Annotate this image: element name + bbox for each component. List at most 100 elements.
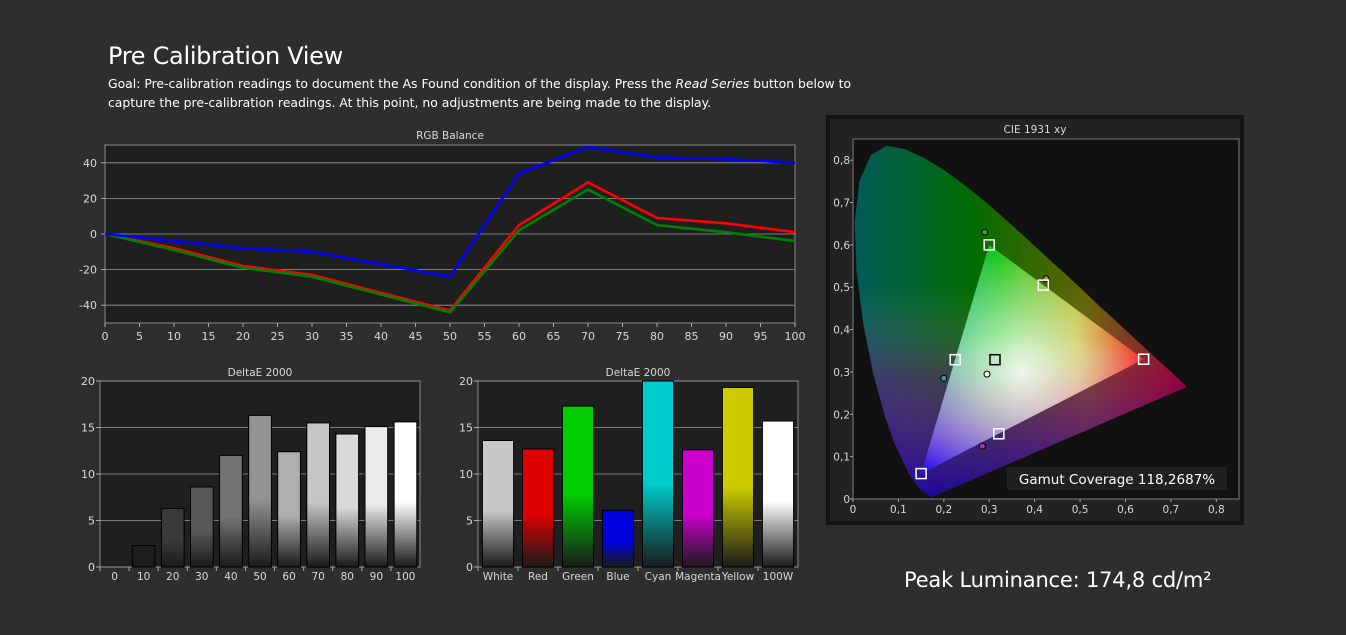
bar-50 <box>248 414 272 568</box>
target-point-red <box>1137 353 1150 365</box>
x-tick-label: 20 <box>166 571 179 583</box>
x-tick-label: 75 <box>616 330 630 343</box>
target-point-yellow <box>1037 279 1050 291</box>
x-tick-label: 5 <box>136 330 143 343</box>
x-tick-label: 85 <box>685 330 699 343</box>
y-tick-label: 0 <box>843 494 850 506</box>
cie-1931-chart: CIE 1931 xy 0,8 0,7 0,6 0,5 0,4 0,3 0,2 0,1 00 0,1… <box>826 115 1244 525</box>
measured-point-white <box>983 370 991 378</box>
x-tick-label: Magenta <box>675 571 721 583</box>
gamut-coverage-label: Gamut Coverage 118,2687% <box>1019 472 1215 488</box>
x-tick-label: 10 <box>167 330 181 343</box>
peak-luminance: Peak Luminance: 174,8 cd/m² <box>904 568 1212 592</box>
x-tick-label: 15 <box>202 330 216 343</box>
y-tick-label: 0,4 <box>833 325 850 337</box>
x-tick-label: 0,4 <box>1026 504 1043 516</box>
chart-title: DeltaE 2000 <box>606 367 671 379</box>
x-tick-label: 65 <box>547 330 561 343</box>
y-tick-label: 0,8 <box>833 155 850 167</box>
y-tick-label: 20 <box>83 192 97 205</box>
y-tick-label: 20 <box>81 375 95 388</box>
x-tick-label: 0,3 <box>981 504 998 516</box>
bar-30 <box>190 486 214 568</box>
x-tick-label: Yellow <box>721 571 755 583</box>
x-tick-label: 70 <box>581 330 595 343</box>
y-tick-label: 5 <box>466 515 473 528</box>
y-tick-label: 15 <box>459 422 473 435</box>
x-tick-label: 0,7 <box>1163 504 1180 516</box>
goal-text-part1: Goal: Pre-calibration readings to docume… <box>108 76 676 91</box>
y-tick-label: -40 <box>79 299 97 312</box>
x-tick-label: Red <box>528 571 548 583</box>
bar-cyan <box>641 380 675 568</box>
x-tick-label: 60 <box>282 571 295 583</box>
bar-green <box>561 405 595 568</box>
bar-white <box>481 440 515 568</box>
x-tick-label: 10 <box>137 571 150 583</box>
x-tick-label: 0,8 <box>1208 504 1225 516</box>
x-tick-label: 70 <box>311 571 324 583</box>
x-tick-label: Blue <box>606 571 629 583</box>
y-tick-label: 0,2 <box>833 409 850 421</box>
y-tick-label: 0,7 <box>833 198 850 210</box>
x-tick-label: 0,6 <box>1117 504 1134 516</box>
measured-point-magenta <box>978 442 986 450</box>
x-tick-label: 0,5 <box>1072 504 1089 516</box>
rgb-balance-chart: RGB Balance 40 20 0 -20 -40 0 5 10 15 20 25 30 35 40 45… <box>79 130 806 343</box>
y-tick-label: 0 <box>88 561 95 574</box>
x-tick-label: Cyan <box>645 571 672 583</box>
bar-100 <box>393 421 418 568</box>
y-tick-label: 40 <box>83 157 97 170</box>
x-tick-label: 20 <box>236 330 250 343</box>
x-tick-label: 100W <box>763 571 794 583</box>
x-tick-label: 0 <box>102 330 109 343</box>
x-tick-label: 90 <box>719 330 733 343</box>
x-tick-label: 60 <box>512 330 526 343</box>
y-tick-label: 10 <box>459 468 473 481</box>
target-point-green <box>983 239 995 251</box>
y-tick-label: 0,1 <box>833 452 850 464</box>
y-tick-label: 0,3 <box>833 367 850 379</box>
y-tick-label: 15 <box>81 422 95 435</box>
x-tick-label: 0 <box>850 504 857 516</box>
gamut-coverage-box <box>1007 467 1227 490</box>
target-point-white <box>989 353 1001 366</box>
y-tick-label: -20 <box>79 264 97 277</box>
x-tick-label: White <box>483 571 514 583</box>
y-tick-label: 0,6 <box>833 240 850 252</box>
bar-magenta <box>681 449 715 568</box>
x-tick-label: 30 <box>195 571 208 583</box>
x-tick-label: 80 <box>650 330 664 343</box>
x-tick-label: 100 <box>395 571 415 583</box>
x-tick-label: 0,2 <box>935 504 952 516</box>
series-line-2 <box>104 145 796 279</box>
x-tick-label: 90 <box>370 571 383 583</box>
bar-40 <box>219 454 243 568</box>
goal-text: Goal: Pre-calibration readings to docume… <box>108 74 868 112</box>
measured-point-cyan <box>940 374 948 382</box>
x-tick-label: 35 <box>340 330 354 343</box>
x-tick-label: 95 <box>754 330 768 343</box>
bar-blue <box>601 509 635 568</box>
target-point-blue <box>915 467 927 480</box>
chart-title: CIE 1931 xy <box>1004 124 1067 136</box>
bar-10 <box>131 545 156 568</box>
goal-text-part2: button below to capture the pre-calibrat… <box>108 76 852 110</box>
x-tick-label: 0 <box>111 571 118 583</box>
chart-title: DeltaE 2000 <box>228 367 293 379</box>
x-tick-label: 0,1 <box>890 504 907 516</box>
bar-70 <box>306 422 331 568</box>
x-tick-label: 100 <box>785 330 806 343</box>
series-line-1 <box>104 188 796 314</box>
x-tick-label: 40 <box>224 571 237 583</box>
bar-red <box>521 448 555 568</box>
bar-100w <box>761 420 795 568</box>
x-tick-label: 50 <box>253 571 266 583</box>
bar-80 <box>335 433 360 568</box>
y-tick-label: 20 <box>459 375 473 388</box>
y-tick-label: 5 <box>88 515 95 528</box>
bar-20 <box>160 507 185 568</box>
y-tick-label: 0 <box>90 228 97 241</box>
page-title: Pre Calibration View <box>108 42 343 70</box>
